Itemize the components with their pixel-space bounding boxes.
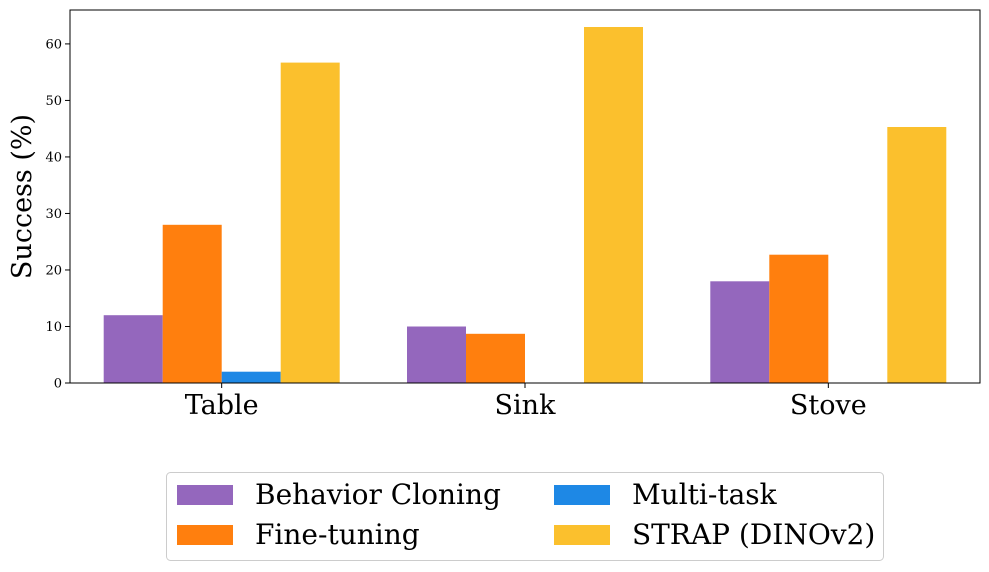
legend-label: Fine-tuning	[255, 518, 420, 551]
bar-fine-tuning-stove	[769, 254, 829, 383]
plot-area	[103, 27, 947, 383]
bar-behavior-cloning-sink	[407, 326, 466, 383]
y-tick-label: 20	[45, 263, 62, 278]
bar-behavior-cloning-table	[103, 315, 163, 383]
legend-swatch	[177, 485, 233, 505]
legend-swatch	[177, 525, 233, 545]
y-tick-label: 60	[45, 37, 62, 52]
legend-label: Behavior Cloning	[255, 478, 501, 511]
bar-strap-dinov2-sink	[584, 27, 643, 383]
legend-label: STRAP (DINOv2)	[632, 518, 875, 551]
y-axis: 0 10 20 30 40 50 60	[45, 37, 70, 392]
bar-fine-tuning-sink	[466, 333, 525, 383]
legend-frame	[166, 472, 884, 561]
bar-multi-task-table	[221, 371, 281, 383]
y-tick-label: 30	[45, 207, 62, 222]
bar-strap-dinov2-table	[280, 62, 340, 383]
bar-strap-dinov2-stove	[887, 127, 947, 383]
x-tick-label: Stove	[790, 390, 867, 421]
y-tick-label: 0	[54, 377, 62, 392]
legend: Behavior Cloning Fine-tuning Multi-task STR…	[166, 472, 884, 561]
bar-fine-tuning-table	[162, 224, 222, 383]
x-axis: Table Sink Stove	[185, 383, 867, 421]
y-tick-label: 50	[45, 94, 62, 109]
legend-swatch	[554, 485, 610, 505]
y-tick-label: 40	[45, 150, 62, 165]
legend-swatch	[554, 525, 610, 545]
bar-behavior-cloning-stove	[710, 281, 770, 383]
y-axis-title: Success (%)	[7, 114, 38, 279]
x-tick-label: Table	[185, 390, 259, 421]
legend-label: Multi-task	[632, 478, 778, 511]
x-tick-label: Sink	[495, 390, 557, 421]
y-tick-label: 10	[45, 320, 62, 335]
